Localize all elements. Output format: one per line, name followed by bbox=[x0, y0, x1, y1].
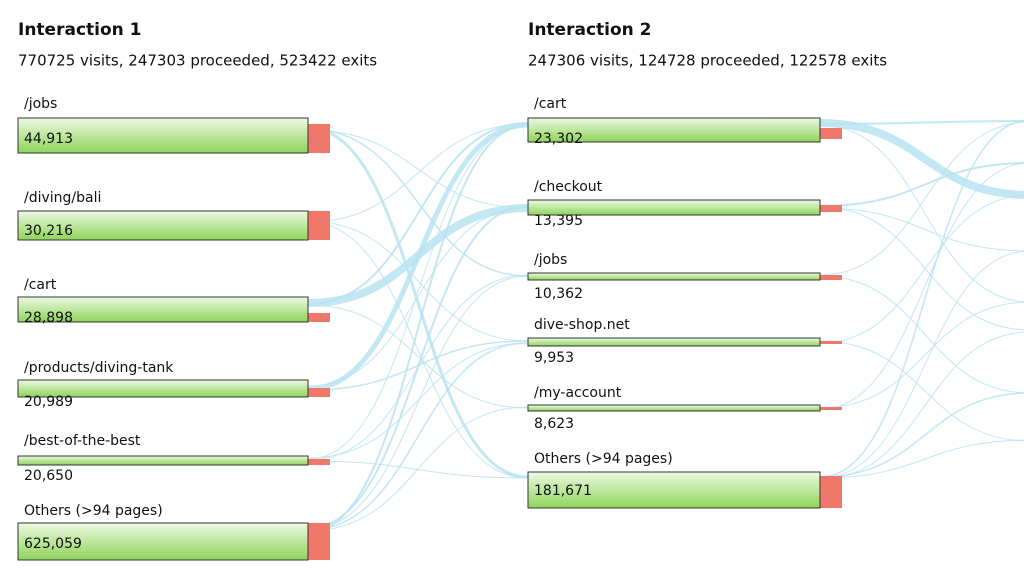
exit-bar bbox=[820, 128, 842, 139]
exit-bar bbox=[820, 341, 842, 344]
flow bbox=[819, 124, 1024, 303]
exit-bar bbox=[308, 313, 330, 322]
page-bar bbox=[527, 117, 821, 143]
flow bbox=[819, 439, 1024, 479]
page-label: /jobs bbox=[24, 96, 57, 112]
exit-bar bbox=[308, 388, 330, 397]
flow bbox=[307, 129, 529, 209]
flow bbox=[307, 128, 529, 277]
flow bbox=[819, 340, 1024, 442]
exit-bar bbox=[820, 275, 842, 280]
flow bbox=[307, 124, 529, 460]
page-visits: 8,623 bbox=[534, 416, 574, 432]
exit-bar bbox=[308, 523, 330, 560]
page-bar bbox=[17, 210, 309, 241]
page-label: dive-shop.net bbox=[534, 317, 630, 333]
page-visits: 30,216 bbox=[24, 223, 73, 239]
exit-bar bbox=[820, 476, 842, 508]
flow bbox=[819, 275, 1024, 394]
flow bbox=[819, 163, 1024, 410]
page-visits: 625,059 bbox=[24, 536, 82, 552]
page-visits: 9,953 bbox=[534, 350, 574, 366]
page-visits: 181,671 bbox=[534, 483, 592, 499]
page-bar bbox=[17, 522, 309, 561]
exit-bar bbox=[308, 459, 330, 465]
page-label: /best-of-the-best bbox=[24, 433, 141, 449]
page-visits: 20,989 bbox=[24, 394, 73, 410]
page-label: /cart bbox=[24, 277, 57, 293]
flow bbox=[307, 205, 529, 529]
page-bar bbox=[17, 117, 309, 154]
page-visits: 13,395 bbox=[534, 213, 583, 229]
page-visits: 44,913 bbox=[24, 131, 73, 147]
flow bbox=[819, 162, 1024, 207]
flow bbox=[819, 120, 1024, 125]
flow bbox=[307, 406, 529, 532]
flow bbox=[819, 207, 1024, 252]
flow bbox=[307, 220, 529, 342]
flow bbox=[819, 119, 1024, 199]
exit-bar bbox=[820, 205, 842, 212]
flow bbox=[307, 124, 529, 533]
flow bbox=[819, 194, 1024, 344]
exit-bar bbox=[308, 211, 330, 240]
flow bbox=[819, 121, 1024, 276]
flow bbox=[819, 392, 1024, 478]
flow bbox=[307, 342, 529, 531]
page-visits: 28,898 bbox=[24, 310, 73, 326]
interaction-title: Interaction 2 bbox=[528, 20, 652, 40]
flow bbox=[307, 206, 529, 387]
flow bbox=[307, 304, 529, 409]
flow bbox=[819, 120, 1024, 478]
exit-bar bbox=[820, 407, 842, 410]
page-label: Others (>94 pages) bbox=[24, 503, 163, 519]
flow bbox=[307, 221, 529, 479]
exit-bar bbox=[308, 124, 330, 153]
page-bar bbox=[527, 337, 821, 347]
flow bbox=[307, 126, 529, 479]
flow bbox=[819, 301, 1024, 409]
page-label: /checkout bbox=[534, 179, 603, 195]
flow bbox=[307, 123, 529, 223]
page-label: /diving/bali bbox=[24, 190, 101, 206]
flow bbox=[819, 206, 1024, 331]
page-bar bbox=[17, 455, 309, 466]
flow bbox=[307, 122, 529, 392]
flow bbox=[307, 275, 529, 530]
flow bbox=[819, 331, 1024, 480]
interaction-summary: 770725 visits, 247303 proceeded, 523422 … bbox=[18, 52, 377, 70]
interaction-summary: 247306 visits, 124728 proceeded, 122578 … bbox=[528, 52, 887, 70]
page-label: /products/diving-tank bbox=[24, 360, 174, 376]
page-label: /my-account bbox=[534, 385, 622, 401]
flows bbox=[307, 119, 1024, 533]
page-bar bbox=[527, 272, 821, 281]
page-bar bbox=[527, 404, 821, 412]
page-visits: 10,362 bbox=[534, 286, 583, 302]
page-bar bbox=[17, 379, 309, 398]
flow bbox=[307, 342, 529, 459]
interaction-title: Interaction 1 bbox=[18, 20, 142, 40]
flow bbox=[819, 251, 1024, 479]
page-label: /cart bbox=[534, 96, 567, 112]
page-label: /jobs bbox=[534, 252, 567, 268]
page-bar bbox=[527, 471, 821, 509]
page-visits: 23,302 bbox=[534, 131, 583, 147]
page-bar bbox=[17, 296, 309, 323]
page-bar bbox=[527, 199, 821, 216]
flow bbox=[307, 122, 529, 305]
page-visits: 20,650 bbox=[24, 468, 73, 484]
page-label: Others (>94 pages) bbox=[534, 451, 673, 467]
